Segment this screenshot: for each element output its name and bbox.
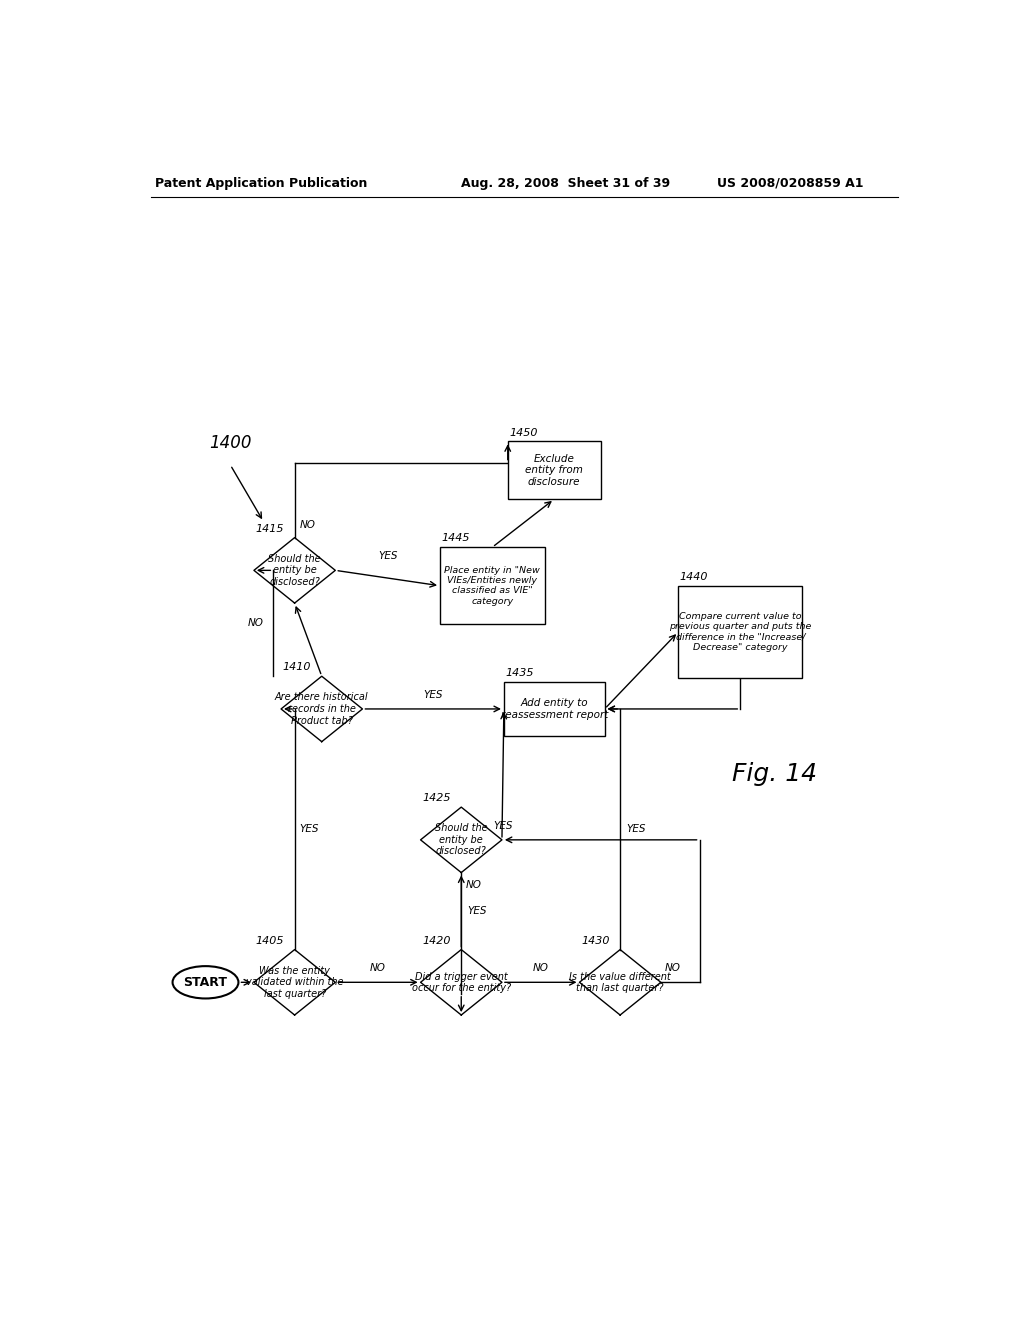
Text: 1450: 1450 <box>509 428 538 437</box>
Text: YES: YES <box>627 824 646 834</box>
Text: Did a trigger event
occur for the entity?: Did a trigger event occur for the entity… <box>412 972 511 993</box>
Text: US 2008/0208859 A1: US 2008/0208859 A1 <box>717 177 863 190</box>
Bar <box>504 682 604 737</box>
Text: NO: NO <box>532 964 549 973</box>
Text: Place entity in "New
VIEs/Entities newly
classified as VIE"
category: Place entity in "New VIEs/Entities newly… <box>444 566 540 606</box>
Text: NO: NO <box>466 880 481 890</box>
Text: Are there historical
records in the
Product tab?: Are there historical records in the Prod… <box>274 693 369 726</box>
Text: Exclude
entity from
disclosure: Exclude entity from disclosure <box>525 454 584 487</box>
Text: Fig. 14: Fig. 14 <box>732 763 817 787</box>
Text: NO: NO <box>299 520 315 529</box>
Text: 1400: 1400 <box>209 434 252 453</box>
Text: NO: NO <box>370 964 386 973</box>
Bar <box>440 548 545 624</box>
Text: Is the value different
than last quarter?: Is the value different than last quarter… <box>569 972 671 993</box>
Text: YES: YES <box>467 906 487 916</box>
Text: 1420: 1420 <box>422 936 451 945</box>
Text: Should the
entity be
disclosed?: Should the entity be disclosed? <box>435 824 487 857</box>
Text: 1430: 1430 <box>581 936 609 945</box>
Text: 1415: 1415 <box>255 524 284 533</box>
Text: Should the
entity be
disclosed?: Should the entity be disclosed? <box>268 554 321 587</box>
Text: YES: YES <box>494 821 513 830</box>
Text: 1410: 1410 <box>283 663 311 672</box>
Ellipse shape <box>173 966 239 998</box>
Text: 1440: 1440 <box>680 572 709 582</box>
Text: 1445: 1445 <box>441 533 470 544</box>
Text: YES: YES <box>378 552 397 561</box>
Text: NO: NO <box>665 964 681 973</box>
Text: Patent Application Publication: Patent Application Publication <box>155 177 368 190</box>
Text: 1405: 1405 <box>255 936 284 945</box>
Text: Add entity to
reassessment report: Add entity to reassessment report <box>501 698 608 719</box>
Text: Was the entity
validated within the
last quarter?: Was the entity validated within the last… <box>246 966 343 999</box>
Text: 1425: 1425 <box>422 793 451 804</box>
Text: 1435: 1435 <box>506 668 534 678</box>
Text: YES: YES <box>299 824 318 834</box>
Text: NO: NO <box>248 618 264 628</box>
Text: Aug. 28, 2008  Sheet 31 of 39: Aug. 28, 2008 Sheet 31 of 39 <box>461 177 671 190</box>
Bar <box>508 441 601 499</box>
Text: YES: YES <box>423 690 443 700</box>
Bar <box>678 586 802 678</box>
Text: Compare current value to
previous quarter and puts the
difference in the "Increa: Compare current value to previous quarte… <box>669 612 811 652</box>
Text: START: START <box>183 975 227 989</box>
